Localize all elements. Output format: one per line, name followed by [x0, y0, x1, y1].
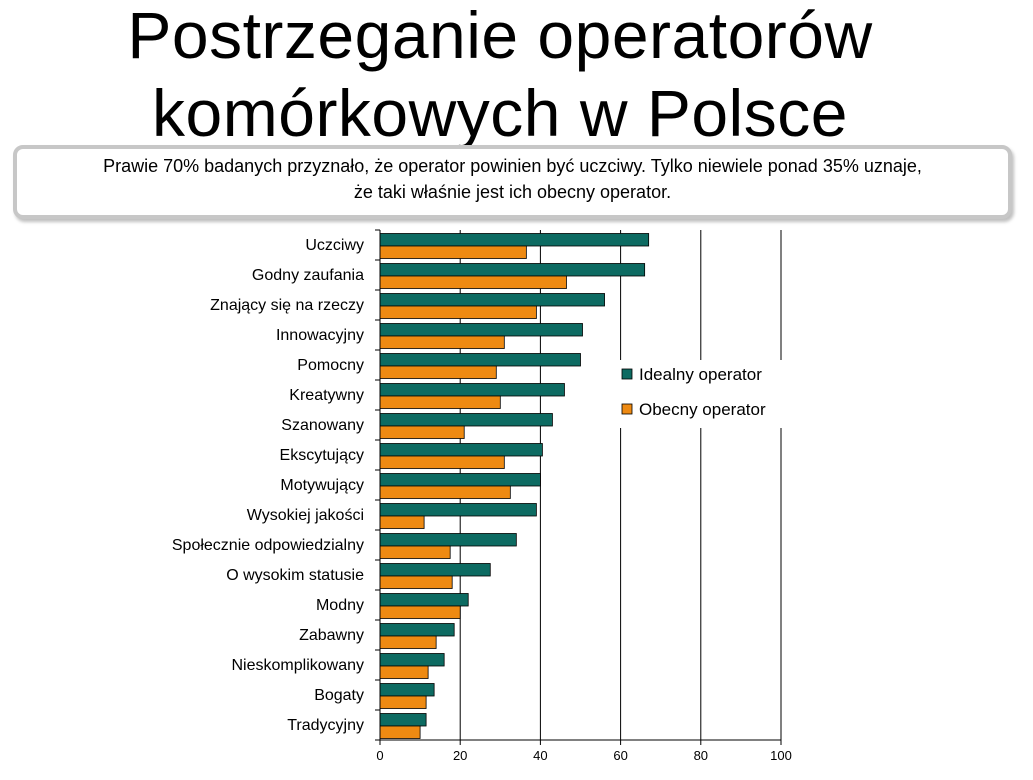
x-tick-label: 80	[694, 748, 708, 763]
category-label: Społecznie odpowiedzialny	[172, 537, 364, 554]
category-label: Modny	[316, 597, 364, 614]
category-label: Godny zaufania	[252, 267, 364, 284]
ideal-bar	[379, 473, 541, 487]
current-bar	[379, 605, 461, 619]
legend-box	[612, 360, 782, 428]
category-label: O wysokim statusie	[226, 567, 364, 584]
category-label: Znający się na rzeczy	[210, 297, 364, 314]
ideal-bar	[379, 443, 543, 457]
ideal-bar	[379, 593, 469, 607]
category-label: Wysokiej jakości	[247, 507, 364, 524]
legend-swatch-ideal	[621, 368, 633, 380]
category-label: Nieskomplikowany	[232, 657, 365, 674]
ideal-bar	[379, 353, 581, 367]
current-bar	[379, 425, 465, 439]
category-label: Pomocny	[297, 357, 364, 374]
ideal-bar	[379, 533, 517, 547]
x-tick-label: 60	[613, 748, 627, 763]
category-label: Zabawny	[299, 627, 364, 644]
slide-title-line-1: Postrzeganie operatorów	[127, 0, 873, 72]
ideal-bar	[379, 563, 491, 577]
x-tick-label: 100	[770, 748, 792, 763]
current-bar	[379, 395, 501, 409]
current-bar	[379, 695, 427, 709]
ideal-bar	[379, 293, 605, 307]
category-label: Ekscytujący	[280, 447, 364, 464]
x-tick-label: 40	[533, 748, 547, 763]
category-label: Szanowany	[281, 417, 364, 434]
ideal-bar	[379, 383, 565, 397]
ideal-bar	[379, 233, 650, 247]
current-bar	[379, 275, 567, 289]
ideal-bar	[379, 683, 435, 697]
legend-label-ideal: Idealny operator	[639, 365, 762, 384]
current-bar	[379, 365, 497, 379]
category-label: Uczciwy	[305, 237, 364, 254]
x-tick-label: 0	[376, 748, 383, 763]
current-bar	[379, 575, 453, 589]
current-bar	[379, 485, 511, 499]
current-bar	[379, 545, 451, 559]
summary-callout: Prawie 70% badanych przyznało, że operat…	[13, 145, 1012, 219]
ideal-bar	[379, 413, 553, 427]
category-label: Tradycyjny	[287, 717, 364, 734]
ideal-bar	[379, 713, 427, 727]
callout-line-1: Prawie 70% badanych przyznało, że operat…	[103, 156, 922, 176]
category-label: Innowacyjny	[276, 327, 364, 344]
slide-title-line-2: komórkowych w Polsce	[152, 76, 848, 150]
ideal-bar	[379, 653, 445, 667]
x-tick-label: 20	[453, 748, 467, 763]
ideal-bar	[379, 263, 646, 277]
callout-line-2: że taki właśnie jest ich obecny operator…	[353, 182, 672, 202]
category-label: Kreatywny	[289, 387, 364, 404]
category-label: Bogaty	[314, 687, 364, 704]
ideal-bar	[379, 323, 583, 337]
current-bar	[379, 455, 505, 469]
category-label: Motywujący	[280, 477, 364, 494]
ideal-bar	[379, 623, 455, 637]
current-bar	[379, 725, 421, 739]
ideal-bar	[379, 503, 537, 517]
current-bar	[379, 305, 537, 319]
legend-label-current: Obecny operator	[639, 400, 766, 419]
current-bar	[379, 635, 437, 649]
current-bar	[379, 335, 505, 349]
current-bar	[379, 515, 425, 529]
current-bar	[379, 245, 527, 259]
legend-swatch-current	[621, 403, 633, 415]
current-bar	[379, 665, 429, 679]
